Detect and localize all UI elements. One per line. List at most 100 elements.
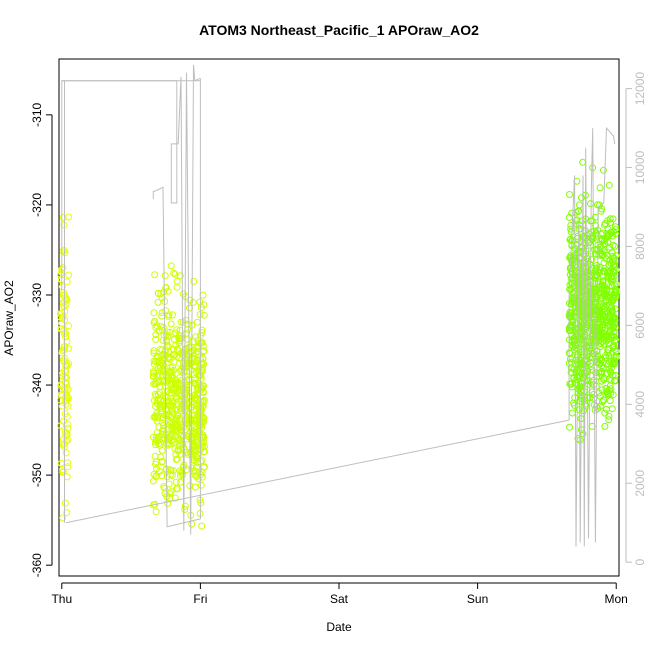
data-point	[599, 250, 607, 258]
data-point	[152, 441, 160, 449]
data-point	[612, 223, 619, 231]
data-point	[198, 339, 206, 346]
data-point	[158, 312, 166, 320]
data-point	[166, 356, 174, 363]
data-point	[568, 409, 576, 417]
data-point	[598, 235, 606, 243]
data-point	[199, 363, 206, 371]
data-point	[588, 256, 595, 264]
data-point	[59, 312, 67, 320]
data-point	[608, 296, 616, 304]
data-point	[59, 514, 67, 522]
data-point	[157, 453, 165, 461]
data-point	[198, 439, 206, 447]
data-point	[599, 398, 606, 406]
data-point	[612, 294, 620, 302]
data-point	[60, 289, 68, 297]
data-point	[173, 283, 181, 291]
data-point	[188, 520, 196, 528]
data-point	[197, 471, 205, 479]
data-point	[608, 229, 616, 237]
data-point	[180, 383, 188, 391]
data-point	[174, 400, 182, 408]
data-point	[149, 368, 157, 376]
axes-layer: -360 -350 -340 -330 -320 -310 0 2000 4000 6000 800…	[30, 72, 647, 606]
line-layer	[61, 64, 616, 547]
data-point	[167, 320, 175, 328]
data-point	[61, 379, 69, 386]
x-tick-label: Thu	[51, 592, 72, 606]
data-point	[180, 368, 188, 376]
data-point	[599, 273, 607, 281]
y2-tick-label: 2000	[633, 470, 647, 497]
data-point	[65, 213, 72, 221]
data-point	[607, 219, 614, 226]
data-point	[611, 358, 619, 366]
data-point	[566, 191, 573, 198]
data-point	[579, 158, 587, 166]
y2-tick-label: 0	[633, 559, 647, 566]
scatter-layer	[56, 158, 620, 530]
data-point	[594, 328, 602, 336]
data-point	[566, 423, 574, 431]
data-point	[152, 460, 159, 468]
data-point	[151, 452, 159, 460]
data-point	[150, 309, 158, 317]
data-point	[604, 390, 611, 398]
data-point	[167, 262, 175, 270]
data-point	[171, 270, 179, 278]
data-point	[161, 490, 169, 498]
data-point	[172, 485, 180, 493]
data-point	[612, 324, 619, 332]
data-point	[153, 465, 160, 473]
y-axis-label: APOraw_AO2	[2, 280, 16, 356]
data-point	[200, 311, 208, 319]
data-point	[611, 346, 619, 353]
data-point	[569, 237, 576, 245]
data-point	[601, 409, 609, 417]
data-point	[567, 312, 574, 320]
data-point	[159, 356, 167, 364]
data-point	[170, 345, 178, 353]
data-point	[604, 225, 612, 233]
data-point	[591, 250, 599, 258]
data-point	[195, 411, 203, 419]
y-tick-label: -320	[30, 193, 44, 217]
data-point	[158, 431, 166, 438]
data-point	[567, 225, 575, 233]
data-point	[167, 488, 175, 496]
data-point	[601, 303, 609, 311]
data-point	[62, 300, 70, 308]
data-point	[609, 262, 617, 270]
data-point	[161, 272, 169, 280]
data-point	[612, 280, 620, 288]
data-point	[606, 397, 614, 405]
data-point	[608, 307, 616, 315]
data-point	[608, 282, 616, 289]
data-point	[162, 307, 170, 315]
data-point	[65, 271, 73, 279]
data-point	[601, 422, 609, 430]
data-point	[599, 365, 607, 373]
data-point	[162, 346, 170, 354]
data-point	[596, 184, 604, 192]
data-point	[168, 405, 176, 413]
data-point	[59, 264, 67, 272]
data-point	[597, 368, 605, 376]
data-point	[169, 467, 177, 475]
data-point	[605, 375, 613, 383]
x-tick-label: Fri	[193, 592, 207, 606]
data-point	[599, 166, 607, 174]
data-point	[152, 324, 160, 331]
data-point	[610, 255, 618, 263]
data-point	[192, 425, 200, 433]
data-point	[610, 312, 617, 320]
data-point	[592, 222, 600, 230]
data-point	[602, 290, 610, 298]
data-point	[606, 321, 614, 329]
data-point	[570, 399, 578, 407]
data-point	[159, 323, 167, 331]
data-point	[64, 402, 72, 410]
data-point	[172, 376, 180, 384]
